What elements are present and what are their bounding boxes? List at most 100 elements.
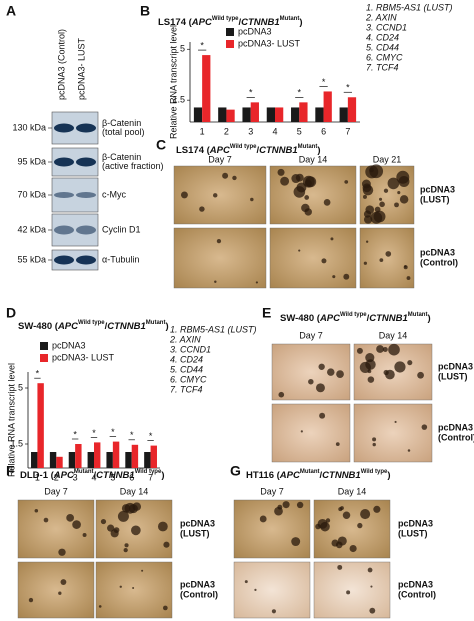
colony (296, 501, 304, 509)
day-label: Day 14 (120, 486, 149, 496)
day-label: Day 21 (373, 154, 402, 164)
legend-label: pcDNA3- LUST (238, 38, 301, 48)
row-label: pcDNA3 (180, 518, 215, 528)
row-label: pcDNA3 (180, 579, 215, 589)
bar (150, 445, 157, 468)
x-tick-label: 7 (148, 472, 153, 482)
x-tick-label: 4 (91, 472, 96, 482)
colony (98, 605, 102, 608)
bar (202, 55, 211, 122)
micrograph (173, 227, 267, 289)
colony (315, 523, 321, 530)
colony (417, 371, 424, 379)
colony (291, 537, 301, 547)
micrograph (353, 403, 433, 463)
row-label: (Control) (420, 257, 458, 267)
colony (327, 368, 335, 376)
x-tick-label: 3 (248, 126, 253, 136)
colony (100, 518, 107, 525)
colony (58, 591, 62, 595)
legend-swatch (226, 28, 234, 36)
day-label: Day 7 (208, 154, 232, 164)
protein-label: β-Catenin (102, 152, 141, 162)
colony (278, 391, 285, 398)
title-part: CTNNB1 (369, 313, 408, 324)
gene-list-item: 7. TCF4 (170, 384, 203, 394)
colony (110, 529, 119, 538)
colony (346, 590, 351, 595)
y-tick-label: 1.5 (172, 95, 185, 105)
colony (406, 276, 411, 280)
colony (357, 522, 363, 529)
colony (214, 280, 217, 283)
colony (82, 532, 87, 537)
micrograph (17, 499, 95, 559)
title-part: Mutant (146, 320, 166, 326)
colony (349, 544, 357, 553)
title-part: Mutant (74, 469, 94, 475)
blot-column-label: pcDNA3- LUST (76, 37, 86, 100)
title-part: APC (279, 470, 300, 481)
micrograph (359, 227, 415, 289)
significance-label: * (149, 431, 153, 441)
bar (250, 102, 259, 122)
micrograph (271, 403, 351, 463)
colony (362, 184, 374, 196)
significance-label: * (111, 427, 115, 437)
colony (367, 567, 373, 573)
blot-band (76, 157, 96, 167)
colony (372, 442, 376, 447)
colony (382, 347, 388, 353)
x-tick-label: 5 (297, 126, 302, 136)
bar (299, 102, 308, 122)
significance-label: * (346, 83, 350, 93)
blot-band (76, 255, 96, 265)
row-label: pcDNA3 (438, 422, 473, 432)
colony (407, 360, 413, 366)
panel-title: DLD-1 (APCMutant/CTNNB1Wild type) (20, 469, 164, 481)
colony (280, 176, 290, 186)
blot-band (76, 192, 96, 198)
colony (388, 343, 400, 356)
colony (315, 383, 325, 393)
bar (37, 383, 44, 468)
colony (43, 517, 49, 523)
title-part: / (367, 313, 370, 324)
bar (218, 107, 227, 122)
bar (68, 452, 76, 468)
colony (369, 607, 376, 614)
bar (87, 452, 94, 468)
title-part: ) (317, 145, 320, 156)
micrograph (269, 165, 357, 225)
colony (72, 520, 81, 529)
panel-title: HT116 (APCMutant/CTNNB1Wild type) (246, 469, 391, 481)
colony (304, 208, 312, 216)
marker-label: 95 kDa (17, 156, 46, 166)
colony (123, 547, 128, 553)
colony (394, 202, 399, 208)
panel-letter: B (140, 3, 150, 19)
colony (232, 175, 237, 181)
day-label: Day 14 (379, 330, 408, 340)
title-part: Wild type (78, 320, 105, 326)
title-part: / (256, 145, 259, 156)
protein-label: α-Tubulin (102, 254, 139, 264)
colony (216, 239, 222, 244)
title-part: LS174 ( (158, 17, 193, 28)
protein-label: Cyclin D1 (102, 224, 141, 234)
title-part: HT116 ( (246, 470, 281, 481)
title-part: Mutant (300, 469, 320, 475)
row-label: (Control) (398, 589, 436, 599)
colony (319, 412, 326, 419)
row-label: (Control) (438, 432, 474, 442)
colony (321, 258, 327, 264)
blot-band (76, 225, 96, 235)
protein-label: (total pool) (102, 127, 145, 137)
blot-band (54, 225, 74, 235)
colony (34, 508, 39, 513)
micrograph (173, 165, 267, 225)
colony (28, 597, 34, 603)
colony (336, 370, 344, 379)
bar (275, 107, 284, 122)
